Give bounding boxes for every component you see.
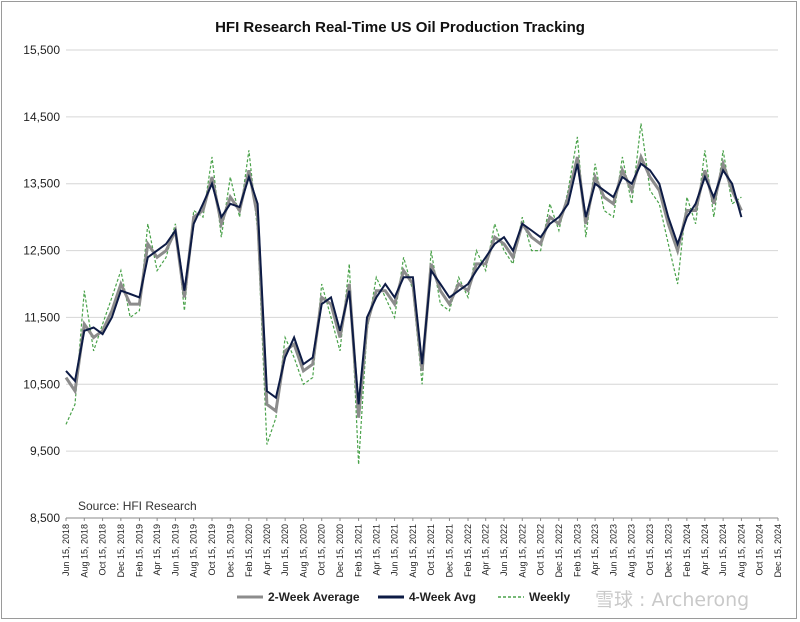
series-4-week-avg-line xyxy=(65,162,743,405)
x-tick-label: Feb 15, 2020 xyxy=(244,524,254,577)
x-tick-label: Jun 15, 2020 xyxy=(280,524,290,576)
x-tick-label: Apr 15, 2020 xyxy=(262,524,272,576)
x-tick-label: Apr 15, 2022 xyxy=(481,524,491,576)
x-tick-label: Aug 15, 2019 xyxy=(189,524,199,578)
x-tick-label: Feb 15, 2021 xyxy=(354,524,364,577)
x-tick-label: Feb 15, 2022 xyxy=(463,524,473,577)
grid xyxy=(66,49,778,519)
legend: 2-Week Average 4-Week Avg Weekly xyxy=(237,590,570,604)
x-tick-label: Feb 15, 2019 xyxy=(134,524,144,577)
y-tick-label: 13,500 xyxy=(23,177,60,191)
x-tick-label: Dec 15, 2018 xyxy=(116,524,126,578)
x-tick-label: Apr 15, 2021 xyxy=(371,524,381,576)
x-tick-label: Dec 15, 2019 xyxy=(225,524,235,578)
y-axis: 8,500 9,500 10,500 11,500 12,500 13,500 14,500… xyxy=(23,43,60,525)
x-tick-label: Oct 15, 2024 xyxy=(755,524,765,576)
x-tick-label: Oct 15, 2018 xyxy=(98,524,108,576)
x-tick-label: Jun 15, 2019 xyxy=(170,524,180,576)
x-tick-label: Jun 15, 2022 xyxy=(499,524,509,576)
y-tick-label: 12,500 xyxy=(23,244,60,258)
series-weekly-line xyxy=(65,123,742,465)
y-tick-label: 10,500 xyxy=(23,377,60,391)
chart-title: HFI Research Real-Time US Oil Production… xyxy=(215,19,585,36)
y-tick-label: 8,500 xyxy=(30,511,60,525)
x-tick-label: Dec 15, 2020 xyxy=(335,524,345,578)
x-tick-label: Oct 15, 2020 xyxy=(317,524,327,576)
x-tick-label: Jun 15, 2018 xyxy=(61,524,71,576)
x-tick-label: Aug 15, 2021 xyxy=(408,524,418,578)
legend-weekly-label: Weekly xyxy=(529,590,570,604)
x-tick-label: Feb 15, 2023 xyxy=(572,524,582,577)
x-tick-label: Aug 15, 2022 xyxy=(517,524,527,578)
series-2-week-average-line xyxy=(64,152,743,418)
source-note: Source: HFI Research xyxy=(78,499,197,513)
x-tick-label: Dec 15, 2023 xyxy=(663,524,673,578)
y-tick-label: 11,500 xyxy=(24,310,60,324)
x-tick-label: Jun 15, 2021 xyxy=(390,524,400,576)
x-tick-label: Feb 15, 2024 xyxy=(682,524,692,577)
y-tick-label: 9,500 xyxy=(30,444,60,458)
legend-4-week-avg-label: 4-Week Avg xyxy=(409,590,476,604)
x-tick-label: Oct 15, 2022 xyxy=(536,524,546,576)
x-tick-label: Aug 15, 2018 xyxy=(79,524,89,578)
x-tick-label: Dec 15, 2022 xyxy=(554,524,564,578)
x-tick-label: Oct 15, 2019 xyxy=(207,524,217,576)
x-tick-label: Jun 15, 2023 xyxy=(608,524,618,576)
legend-2-week-average-label: 2-Week Average xyxy=(268,590,360,604)
x-tick-label: Aug 15, 2024 xyxy=(736,524,746,578)
x-tick-label: Dec 15, 2021 xyxy=(444,524,454,578)
series-layer xyxy=(64,123,743,465)
x-tick-label: Jun 15, 2024 xyxy=(718,524,728,576)
watermark: 雪球 : Archerong xyxy=(595,589,749,611)
y-tick-label: 15,500 xyxy=(23,43,60,57)
x-tick-label: Apr 15, 2019 xyxy=(152,524,162,576)
x-tick-label: Apr 15, 2024 xyxy=(700,524,710,576)
x-tick-label: Oct 15, 2023 xyxy=(645,524,655,576)
x-tick-label: Oct 15, 2021 xyxy=(426,524,436,576)
y-tick-label: 14,500 xyxy=(23,110,60,124)
x-tick-label: Apr 15, 2023 xyxy=(590,524,600,576)
x-tick-label: Dec 15, 2024 xyxy=(773,524,783,578)
x-tick-label: Aug 15, 2023 xyxy=(627,524,637,578)
x-tick-label: Aug 15, 2020 xyxy=(298,524,308,578)
x-axis: Jun 15, 2018 Aug 15, 2018 Oct 15, 2018 Dec … xyxy=(61,517,783,578)
